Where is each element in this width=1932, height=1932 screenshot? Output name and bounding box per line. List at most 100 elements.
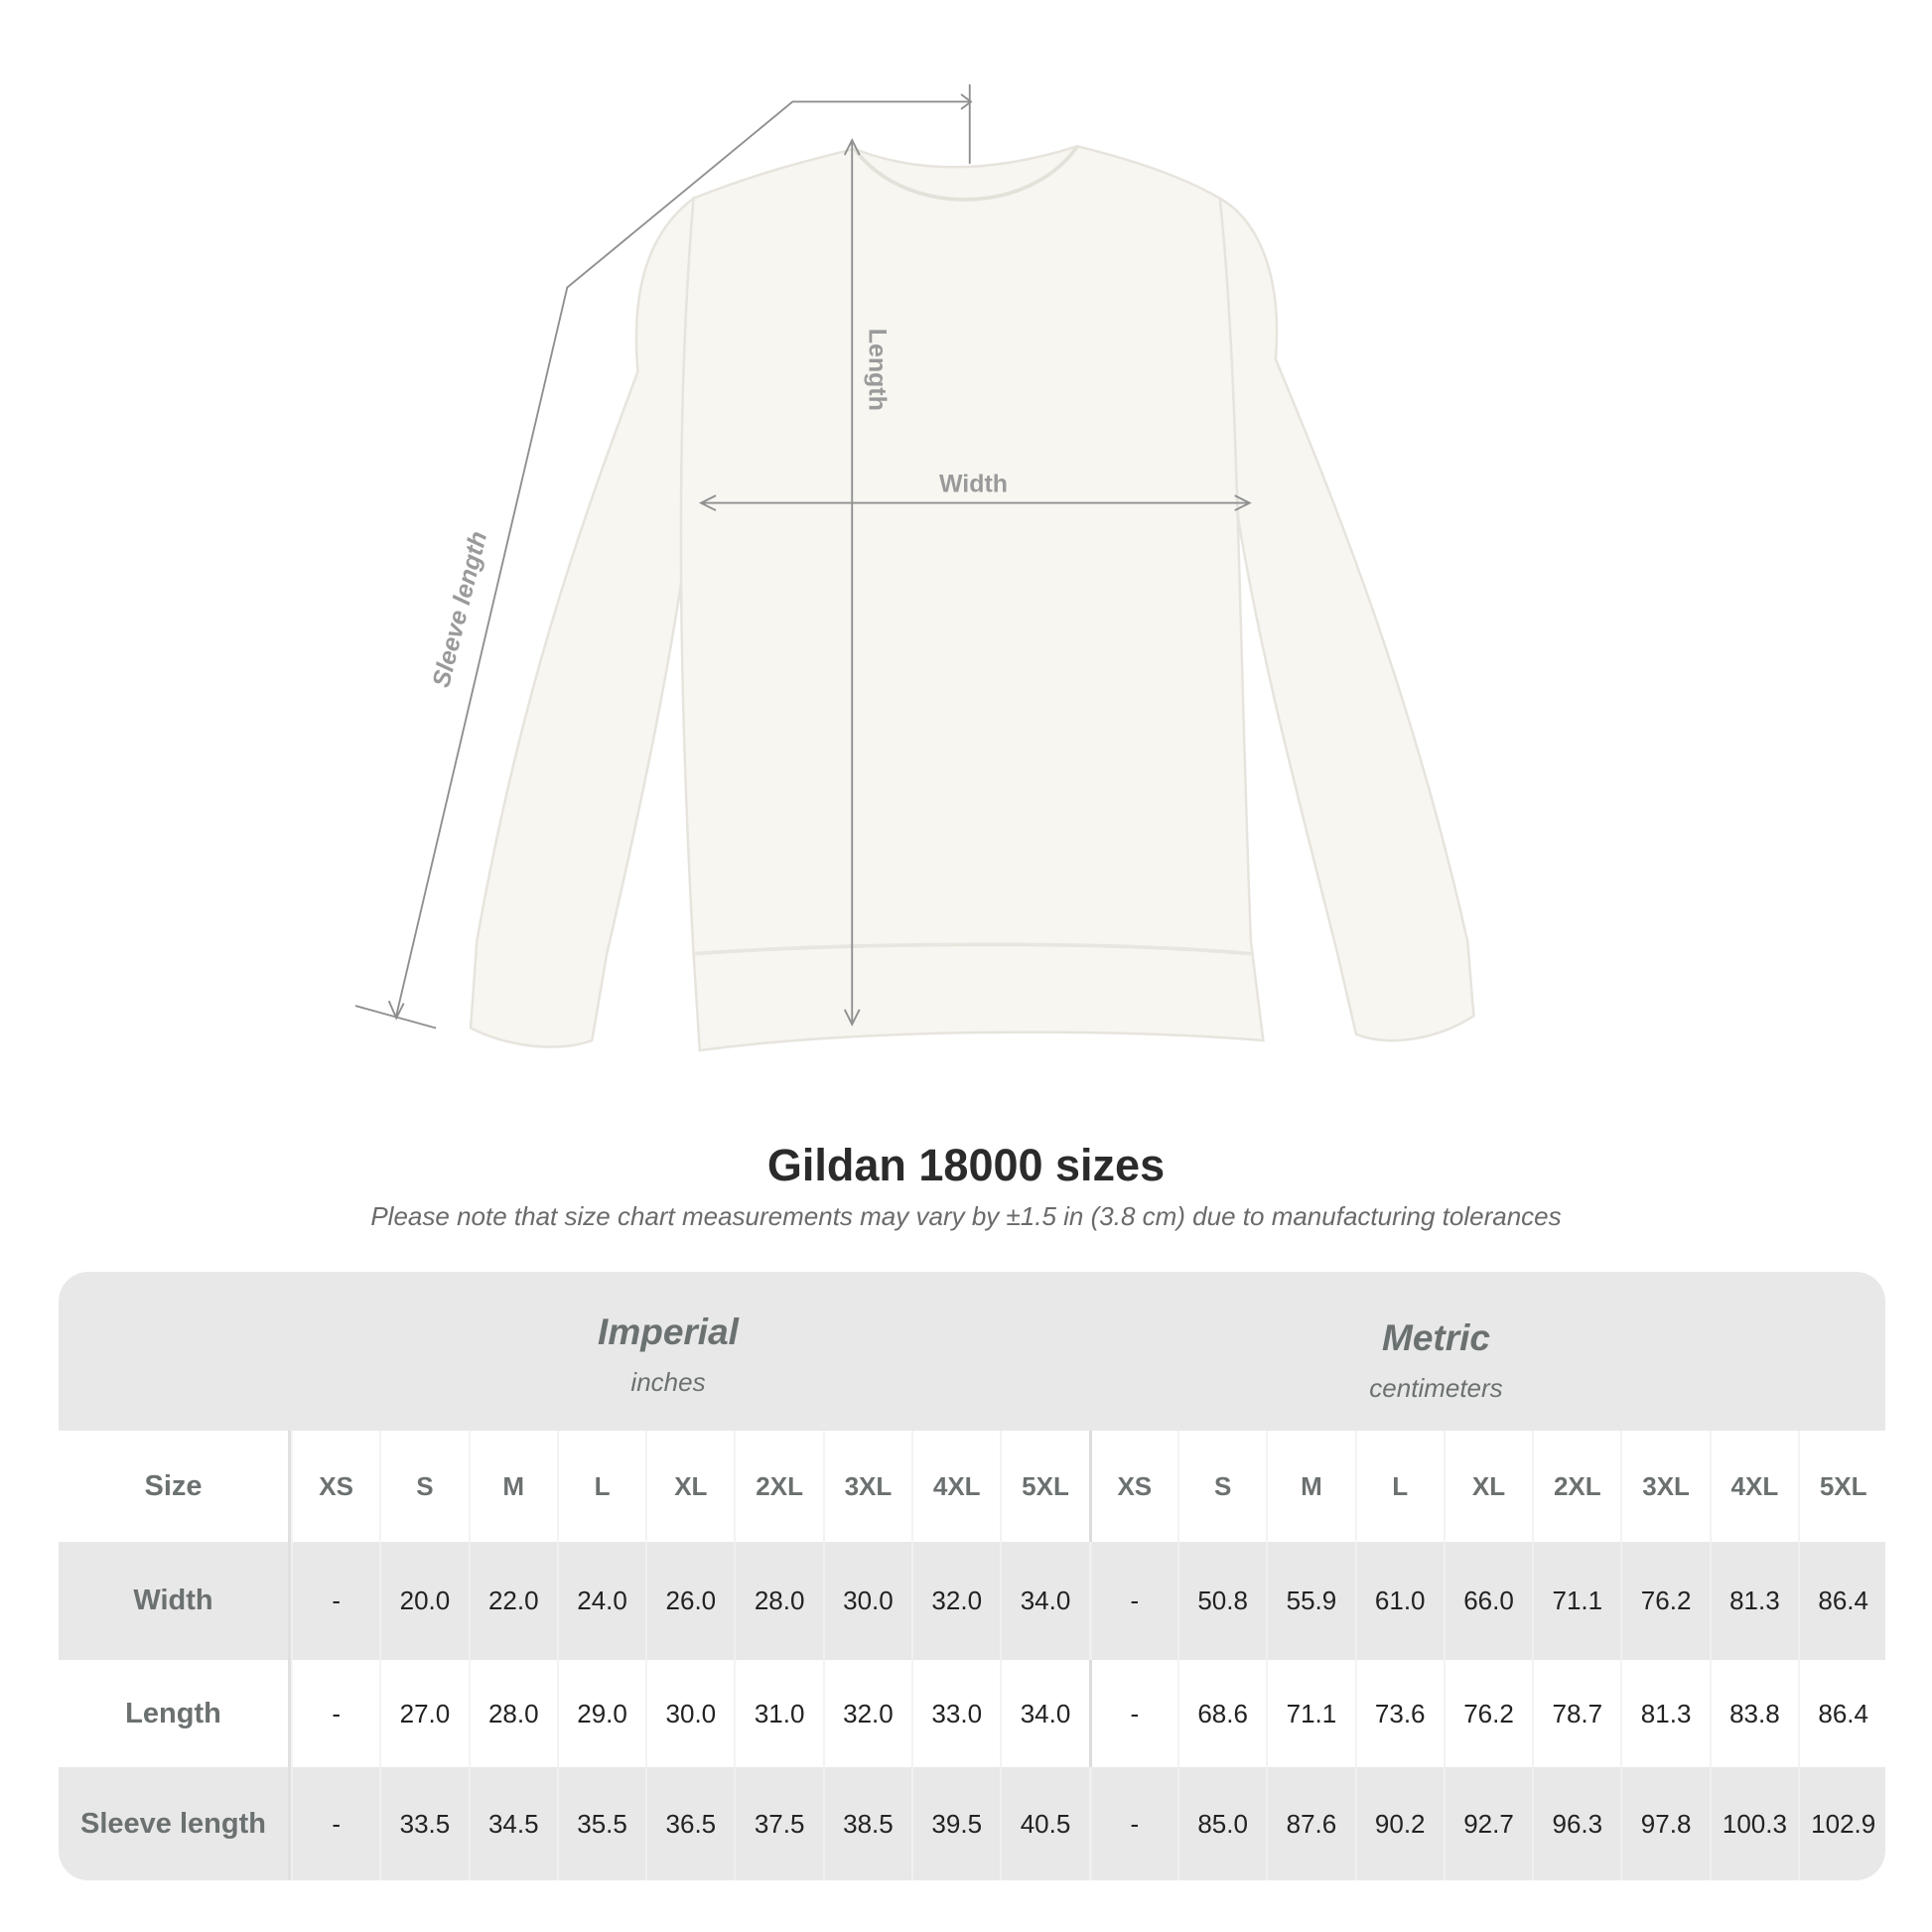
table-row: Width -20.0 22.0 24.0 26.0 28.0 30.0 32.0 34.0-5… xyxy=(59,1542,1885,1660)
imperial-value-cell: 28.0 xyxy=(468,1660,557,1767)
imperial-value-cell: 32.0 xyxy=(911,1542,1000,1660)
sweatshirt xyxy=(469,145,1475,1052)
metric-value-cell: 86.4 xyxy=(1798,1660,1885,1767)
metric-title: Metric xyxy=(1382,1317,1490,1358)
size-header-imperial-2xl: 2XL xyxy=(734,1431,822,1542)
metric-value-cell: 71.1 xyxy=(1266,1660,1354,1767)
metric-value-cell: 50.8 xyxy=(1176,1542,1266,1660)
collar xyxy=(853,145,1079,202)
table-header-band xyxy=(59,1272,1885,1431)
imperial-value-cell: - xyxy=(291,1542,379,1660)
imperial-value-cell: 33.5 xyxy=(379,1767,468,1880)
metric-value-cell: 66.0 xyxy=(1443,1542,1532,1660)
imperial-value-cell: 32.0 xyxy=(822,1660,911,1767)
imperial-value-cell: 29.0 xyxy=(556,1660,645,1767)
table-row: Length -27.0 28.0 29.0 30.0 31.0 32.0 33.0 34.0-… xyxy=(59,1660,1885,1767)
size-header-metric-l: L xyxy=(1354,1431,1444,1542)
right-sleeve xyxy=(1218,196,1475,1042)
imperial-value-cell: 20.0 xyxy=(379,1542,468,1660)
imperial-value-cell: 30.0 xyxy=(645,1660,734,1767)
size-header-imperial-xs: XS xyxy=(291,1431,379,1542)
metric-value-cell: - xyxy=(1088,1767,1177,1880)
imperial-value-cell: 31.0 xyxy=(734,1660,822,1767)
size-header-metric-3xl: 3XL xyxy=(1620,1431,1709,1542)
size-header-imperial-3xl: 3XL xyxy=(822,1431,911,1542)
imperial-value-cell: 30.0 xyxy=(822,1542,911,1660)
body xyxy=(679,145,1265,1052)
imperial-value-cell: 40.5 xyxy=(1000,1767,1088,1880)
sleeve-length-label: Sleeve length xyxy=(427,528,492,690)
metric-value-cell: 81.3 xyxy=(1620,1660,1709,1767)
metric-value-cell: 61.0 xyxy=(1354,1542,1444,1660)
size-header-metric-5xl: 5XL xyxy=(1798,1431,1885,1542)
imperial-value-cell: - xyxy=(291,1660,379,1767)
size-header-metric-m: M xyxy=(1266,1431,1354,1542)
imperial-value-cell: 34.0 xyxy=(1000,1542,1088,1660)
width-label: Width xyxy=(939,470,1008,497)
imperial-value-cell: - xyxy=(291,1767,379,1880)
size-header-metric-2xl: 2XL xyxy=(1532,1431,1620,1542)
imperial-value-cell: 34.0 xyxy=(1000,1660,1088,1767)
size-header-imperial-l: L xyxy=(556,1431,645,1542)
imperial-value-cell: 38.5 xyxy=(822,1767,911,1880)
imperial-value-cell: 22.0 xyxy=(468,1542,557,1660)
metric-value-cell: 87.6 xyxy=(1266,1767,1354,1880)
imperial-title: Imperial xyxy=(598,1311,739,1352)
imperial-value-cell: 36.5 xyxy=(645,1767,734,1880)
size-row: Size XS S M L XL 2XL 3XL 4XL 5XL XS S M L XL 2XL 3XL 4XL 5… xyxy=(59,1431,1885,1542)
metric-value-cell: 92.7 xyxy=(1443,1767,1532,1880)
metric-value-cell: 83.8 xyxy=(1709,1660,1798,1767)
row-label-length: Length xyxy=(59,1660,291,1767)
metric-value-cell: 71.1 xyxy=(1532,1542,1620,1660)
imperial-value-cell: 37.5 xyxy=(734,1767,822,1880)
metric-value-cell: 81.3 xyxy=(1709,1542,1798,1660)
metric-value-cell: 90.2 xyxy=(1354,1767,1444,1880)
size-header-metric-xs: XS xyxy=(1088,1431,1177,1542)
imperial-value-cell: 33.0 xyxy=(911,1660,1000,1767)
size-chart-table: Imperial inches Metric centimeters Size X… xyxy=(59,1272,1885,1880)
metric-value-cell: 85.0 xyxy=(1176,1767,1266,1880)
waistband xyxy=(693,942,1252,956)
imperial-value-cell: 34.5 xyxy=(468,1767,557,1880)
metric-value-cell: 55.9 xyxy=(1266,1542,1354,1660)
metric-unit: centimeters xyxy=(1369,1373,1503,1403)
metric-value-cell: 76.2 xyxy=(1620,1542,1709,1660)
metric-value-cell: 96.3 xyxy=(1532,1767,1620,1880)
size-header-imperial-xl: XL xyxy=(645,1431,734,1542)
row-label-width: Width xyxy=(59,1542,291,1660)
imperial-group-header: Imperial inches xyxy=(349,1311,987,1398)
imperial-value-cell: 28.0 xyxy=(734,1542,822,1660)
imperial-unit: inches xyxy=(630,1367,706,1397)
table-row: Sleeve length -33.5 34.5 35.5 36.5 37.5 38.5 39… xyxy=(59,1767,1885,1880)
size-header-imperial-m: M xyxy=(468,1431,557,1542)
metric-value-cell: 68.6 xyxy=(1176,1660,1266,1767)
metric-value-cell: 73.6 xyxy=(1354,1660,1444,1767)
metric-value-cell: 86.4 xyxy=(1798,1542,1885,1660)
size-header-label: Size xyxy=(59,1431,291,1542)
imperial-value-cell: 26.0 xyxy=(645,1542,734,1660)
size-header-imperial-4xl: 4XL xyxy=(911,1431,1000,1542)
imperial-value-cell: 24.0 xyxy=(556,1542,645,1660)
metric-group-header: Metric centimeters xyxy=(987,1317,1885,1404)
tolerance-note: Please note that size chart measurements… xyxy=(370,1201,1562,1231)
metric-value-cell: 97.8 xyxy=(1620,1767,1709,1880)
imperial-value-cell: 35.5 xyxy=(556,1767,645,1880)
sleeve-line xyxy=(395,83,971,1017)
imperial-value-cell: 27.0 xyxy=(379,1660,468,1767)
metric-value-cell: 78.7 xyxy=(1532,1660,1620,1767)
size-header-metric-4xl: 4XL xyxy=(1709,1431,1798,1542)
row-label-sleeve-length: Sleeve length xyxy=(59,1767,291,1880)
measurement-lines xyxy=(354,83,1252,1030)
size-header-metric-xl: XL xyxy=(1443,1431,1532,1542)
imperial-value-cell: 39.5 xyxy=(911,1767,1000,1880)
page-title: Gildan 18000 sizes xyxy=(766,1140,1166,1190)
size-header-imperial-5xl: 5XL xyxy=(1000,1431,1088,1542)
metric-value-cell: 102.9 xyxy=(1798,1767,1885,1880)
metric-value-cell: 76.2 xyxy=(1443,1660,1532,1767)
size-header-metric-s: S xyxy=(1176,1431,1266,1542)
left-sleeve xyxy=(469,196,695,1048)
metric-value-cell: 100.3 xyxy=(1709,1767,1798,1880)
metric-value-cell: - xyxy=(1088,1542,1177,1660)
sweatshirt-illustration: Length Width Sleeve length xyxy=(354,83,1475,1052)
length-label: Length xyxy=(864,329,892,411)
